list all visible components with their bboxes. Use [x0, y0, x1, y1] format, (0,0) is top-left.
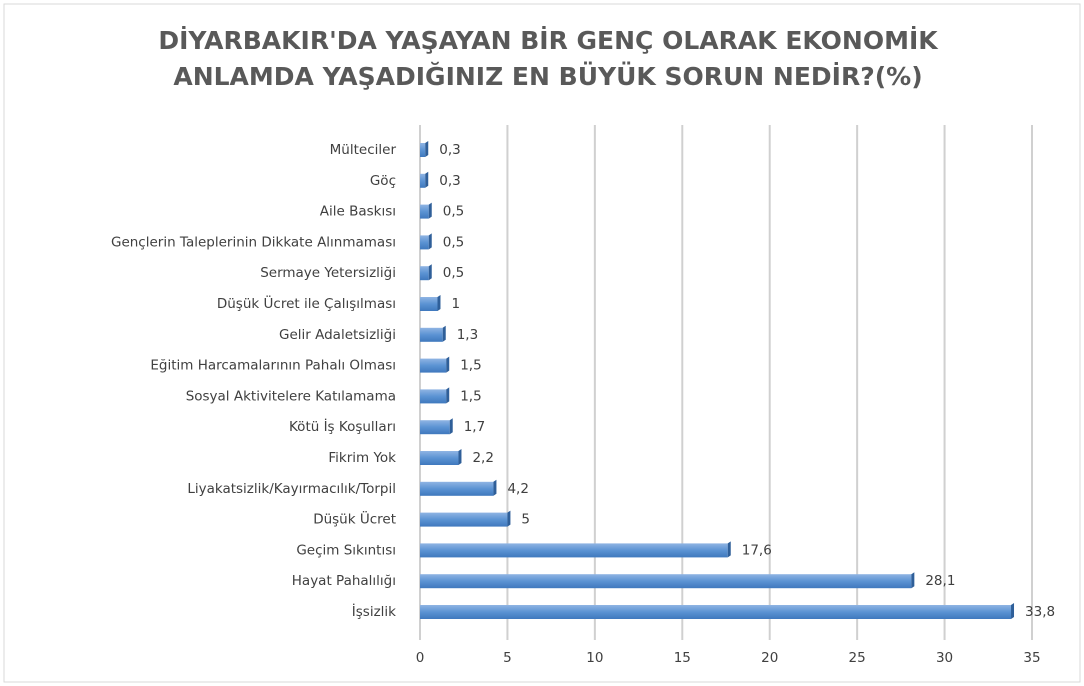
y-tick-label: İşsizlik: [352, 602, 396, 620]
chart-title: ANLAMDA YAŞADIĞINIZ EN BÜYÜK SORUN NEDİR…: [173, 61, 922, 91]
bar: [420, 266, 429, 281]
bar: [420, 235, 429, 250]
bar: [420, 420, 450, 435]
value-label: 5: [521, 512, 530, 528]
bar-side: [425, 141, 429, 157]
bar-side: [449, 418, 453, 435]
value-label: 1,3: [457, 327, 478, 343]
bar-side: [428, 233, 432, 250]
x-tick-label: 30: [936, 650, 953, 666]
bar: [420, 358, 447, 373]
y-tick-label: Gençlerin Taleplerinin Dikkate Alınmamas…: [111, 234, 396, 250]
value-label: 28,1: [925, 573, 955, 589]
bar: [420, 451, 459, 465]
chart-frame: [3, 3, 1081, 683]
value-label: 17,6: [742, 542, 772, 558]
value-label: 1,5: [460, 358, 481, 374]
y-tick-label: Gelir Adaletsizliği: [279, 327, 396, 343]
x-tick-label: 10: [586, 650, 603, 666]
bar-side: [428, 202, 432, 219]
x-tick-label: 0: [416, 650, 425, 666]
bar: [420, 297, 438, 311]
bar-side: [458, 449, 462, 465]
value-label: 1,5: [460, 388, 481, 404]
y-tick-label: Geçim Sıkıntısı: [296, 542, 396, 558]
y-tick-label: Hayat Pahalılığı: [292, 573, 396, 589]
value-label: 1,7: [464, 419, 485, 435]
bar-side: [446, 356, 450, 373]
bar: [420, 143, 426, 157]
y-tick-label: Kötü İş Koşulları: [289, 417, 396, 435]
y-tick-label: Aile Baskısı: [320, 204, 396, 220]
value-label: 0,3: [439, 142, 460, 158]
y-tick-label: Mülteciler: [330, 142, 397, 158]
value-label: 2,2: [472, 450, 493, 466]
bar: [420, 605, 1012, 619]
y-tick-label: Düşük Ücret ile Çalışılması: [217, 294, 396, 312]
bar-side: [911, 572, 915, 589]
bar: [420, 574, 912, 589]
value-label: 0,3: [439, 173, 460, 189]
x-tick-label: 20: [761, 650, 778, 666]
x-tick-label: 25: [849, 650, 866, 666]
y-tick-label: Sermaye Yetersizliği: [260, 265, 396, 281]
value-label: 1: [451, 296, 460, 312]
x-tick-label: 15: [674, 650, 691, 666]
bar-side: [727, 541, 731, 558]
x-tick-label: 35: [1023, 650, 1040, 666]
bar-side: [507, 510, 511, 527]
bar: [420, 204, 429, 219]
bar-side: [425, 171, 429, 188]
y-tick-label: Eğitim Harcamalarının Pahalı Olması: [150, 358, 396, 374]
bar-side: [493, 479, 497, 496]
y-tick-label: Sosyal Aktivitelere Katılamama: [186, 388, 396, 404]
y-tick-label: Liyakatsizlik/Kayırmacılık/Torpil: [187, 481, 396, 497]
bar: [420, 173, 426, 188]
bar-side: [442, 325, 446, 342]
x-tick-label: 5: [503, 650, 512, 666]
y-tick-label: Fikrim Yok: [328, 450, 396, 466]
value-label: 4,2: [507, 481, 528, 497]
bar-side: [446, 387, 450, 404]
bar: [420, 543, 728, 558]
y-tick-label: Düşük Ücret: [313, 510, 396, 528]
bar-side: [428, 264, 432, 281]
bar-side: [437, 295, 441, 311]
y-tick-label: Göç: [370, 173, 396, 189]
bar-side: [1011, 603, 1015, 619]
bar: [420, 481, 494, 496]
bar: [420, 389, 447, 404]
value-label: 0,5: [443, 204, 464, 220]
bar: [420, 327, 443, 342]
value-label: 0,5: [443, 265, 464, 281]
chart-title: DİYARBAKIR'DA YAŞAYAN BİR GENÇ OLARAK EK…: [158, 25, 939, 55]
value-label: 0,5: [443, 234, 464, 250]
bar: [420, 512, 508, 527]
value-label: 33,8: [1025, 604, 1055, 620]
